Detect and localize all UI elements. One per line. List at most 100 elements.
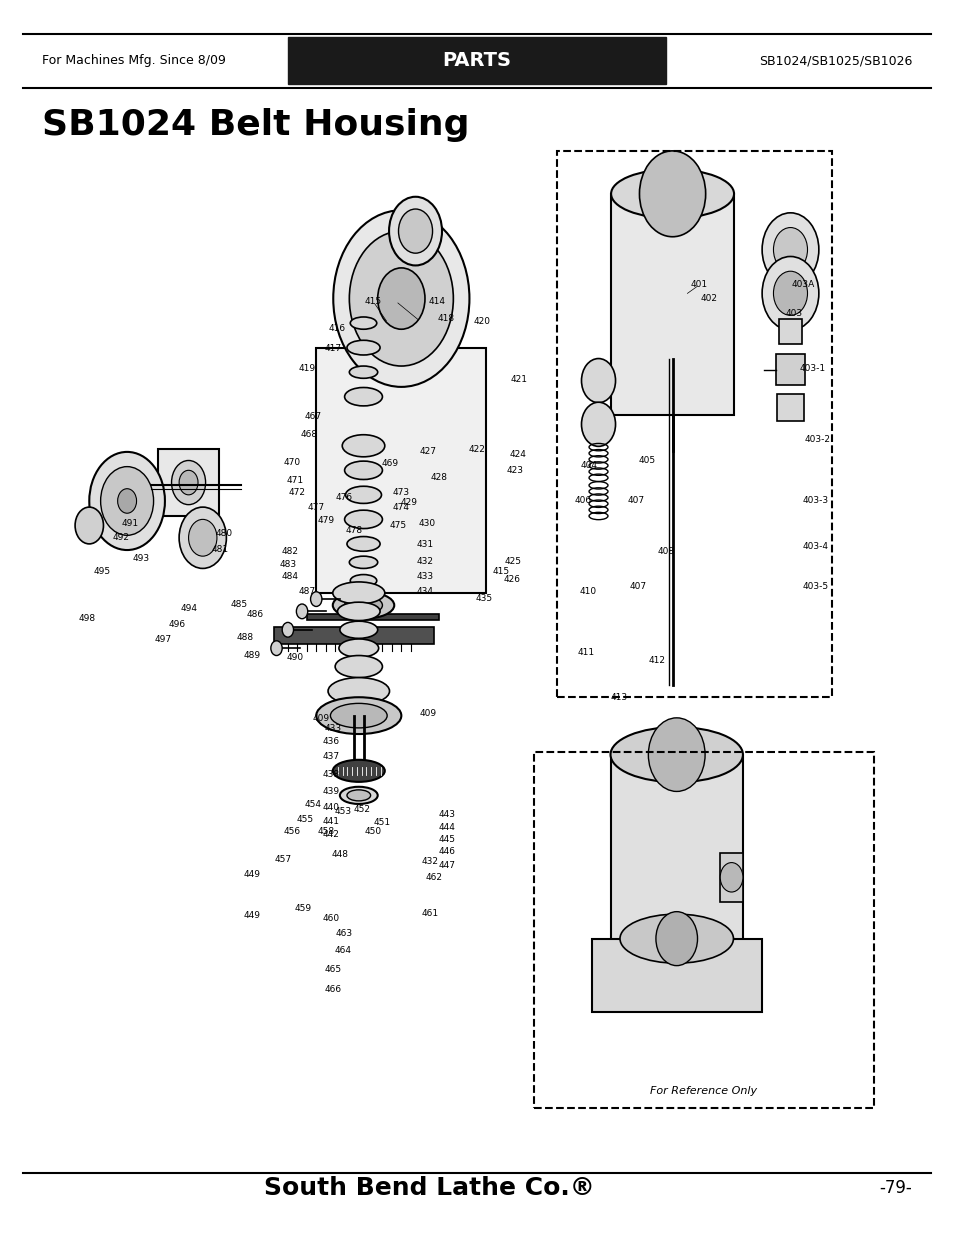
Ellipse shape xyxy=(330,704,387,727)
Ellipse shape xyxy=(338,638,378,657)
Text: 457: 457 xyxy=(274,856,292,864)
Text: 402: 402 xyxy=(700,294,717,303)
Text: 485: 485 xyxy=(230,600,247,609)
Bar xyxy=(777,394,802,421)
Circle shape xyxy=(179,508,226,568)
Text: 496: 496 xyxy=(169,620,186,630)
Text: 452: 452 xyxy=(353,805,370,814)
Text: 443: 443 xyxy=(437,810,455,819)
Circle shape xyxy=(333,210,469,387)
Text: 465: 465 xyxy=(324,965,341,973)
Text: South Bend Lathe Co.®: South Bend Lathe Co.® xyxy=(264,1176,595,1200)
Ellipse shape xyxy=(350,574,376,587)
Text: 426: 426 xyxy=(503,576,520,584)
Circle shape xyxy=(117,489,136,514)
Text: 419: 419 xyxy=(298,364,315,373)
Ellipse shape xyxy=(333,760,384,782)
Ellipse shape xyxy=(333,592,394,619)
Circle shape xyxy=(75,508,103,543)
Bar xyxy=(557,152,831,698)
Text: 471: 471 xyxy=(287,475,304,485)
Ellipse shape xyxy=(761,257,818,330)
Text: 418: 418 xyxy=(436,314,454,322)
Text: -79-: -79- xyxy=(879,1179,911,1197)
Text: 412: 412 xyxy=(647,656,664,664)
Bar xyxy=(719,853,742,902)
Circle shape xyxy=(720,862,742,892)
Circle shape xyxy=(656,911,697,966)
Text: 478: 478 xyxy=(345,526,362,535)
Text: 491: 491 xyxy=(121,519,138,529)
Text: PARTS: PARTS xyxy=(442,51,511,70)
Text: 455: 455 xyxy=(296,815,314,824)
Text: 487: 487 xyxy=(298,587,315,597)
Text: 401: 401 xyxy=(690,280,707,289)
Bar xyxy=(591,939,761,1013)
Text: 404: 404 xyxy=(579,461,597,469)
Text: 403-5: 403-5 xyxy=(801,582,828,592)
Text: 462: 462 xyxy=(425,873,442,883)
Ellipse shape xyxy=(344,510,382,529)
Text: 406: 406 xyxy=(574,496,591,505)
Text: 420: 420 xyxy=(473,317,490,326)
Text: 447: 447 xyxy=(437,861,455,871)
Ellipse shape xyxy=(619,914,733,963)
Text: 444: 444 xyxy=(437,823,455,832)
Text: 461: 461 xyxy=(420,909,437,918)
Text: 422: 422 xyxy=(468,446,485,454)
Text: 430: 430 xyxy=(417,519,435,529)
Text: 439: 439 xyxy=(322,788,339,797)
Text: 460: 460 xyxy=(322,914,339,923)
Circle shape xyxy=(296,604,308,619)
Ellipse shape xyxy=(347,341,379,354)
Text: 434: 434 xyxy=(416,587,433,597)
Circle shape xyxy=(282,622,294,637)
Circle shape xyxy=(349,231,453,366)
Text: 449: 449 xyxy=(243,911,260,920)
Text: 483: 483 xyxy=(279,559,296,569)
Text: 403A: 403A xyxy=(791,280,814,289)
Text: 432: 432 xyxy=(421,857,437,866)
Text: 438: 438 xyxy=(322,771,339,779)
Text: 474: 474 xyxy=(393,503,410,513)
Bar xyxy=(288,37,665,84)
Ellipse shape xyxy=(349,366,377,378)
Text: For Machines Mfg. Since 8/09: For Machines Mfg. Since 8/09 xyxy=(42,54,226,67)
Ellipse shape xyxy=(349,556,377,568)
Ellipse shape xyxy=(339,621,377,638)
Ellipse shape xyxy=(611,169,733,219)
Bar xyxy=(611,194,733,415)
Circle shape xyxy=(761,212,818,287)
Text: 403-1: 403-1 xyxy=(799,364,825,373)
Circle shape xyxy=(172,461,206,505)
Text: 498: 498 xyxy=(79,614,96,624)
Text: 449: 449 xyxy=(243,871,260,879)
Circle shape xyxy=(189,520,216,556)
Bar xyxy=(610,755,742,951)
Text: 470: 470 xyxy=(284,457,301,467)
Text: 469: 469 xyxy=(381,458,398,468)
Circle shape xyxy=(773,227,806,272)
Text: 410: 410 xyxy=(579,587,597,597)
Text: 484: 484 xyxy=(281,572,298,580)
Bar xyxy=(157,448,219,516)
Ellipse shape xyxy=(315,698,401,734)
Text: 416: 416 xyxy=(328,324,345,333)
Text: 458: 458 xyxy=(316,827,334,836)
Text: 415: 415 xyxy=(364,296,381,305)
Ellipse shape xyxy=(333,582,384,604)
Ellipse shape xyxy=(342,435,384,457)
Ellipse shape xyxy=(347,536,379,551)
Text: 440: 440 xyxy=(322,803,339,811)
Circle shape xyxy=(639,151,705,237)
Text: 442: 442 xyxy=(323,830,339,839)
Text: SB1024/SB1025/SB1026: SB1024/SB1025/SB1026 xyxy=(758,54,911,67)
Text: 453: 453 xyxy=(334,806,351,815)
Text: 428: 428 xyxy=(430,473,447,482)
Text: 405: 405 xyxy=(638,456,655,464)
Text: For Reference Only: For Reference Only xyxy=(650,1086,757,1095)
Circle shape xyxy=(773,272,806,315)
Ellipse shape xyxy=(345,487,381,504)
Ellipse shape xyxy=(350,317,376,330)
Text: 414: 414 xyxy=(428,296,445,305)
